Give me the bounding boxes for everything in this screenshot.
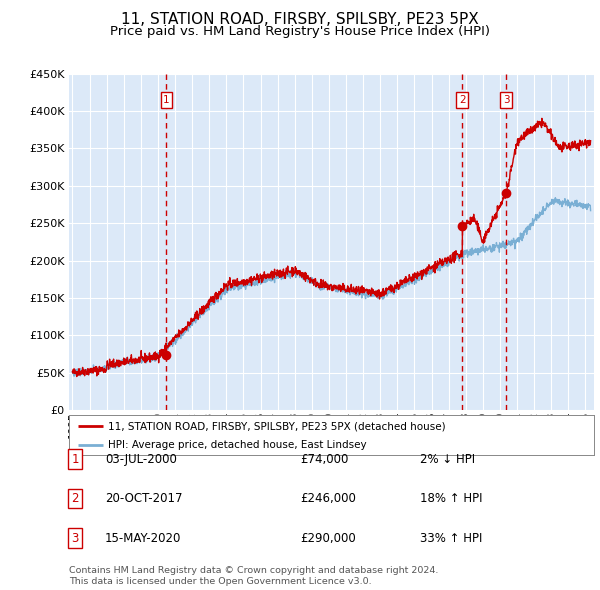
Text: 20-OCT-2017: 20-OCT-2017 <box>105 492 182 505</box>
Text: 2: 2 <box>459 95 466 105</box>
Text: £246,000: £246,000 <box>300 492 356 505</box>
Text: £74,000: £74,000 <box>300 453 349 466</box>
Text: 33% ↑ HPI: 33% ↑ HPI <box>420 532 482 545</box>
Text: This data is licensed under the Open Government Licence v3.0.: This data is licensed under the Open Gov… <box>69 577 371 586</box>
Text: 18% ↑ HPI: 18% ↑ HPI <box>420 492 482 505</box>
Text: 1: 1 <box>163 95 170 105</box>
Text: 1: 1 <box>71 453 79 466</box>
Text: Contains HM Land Registry data © Crown copyright and database right 2024.: Contains HM Land Registry data © Crown c… <box>69 566 439 575</box>
Text: 11, STATION ROAD, FIRSBY, SPILSBY, PE23 5PX: 11, STATION ROAD, FIRSBY, SPILSBY, PE23 … <box>121 12 479 27</box>
Text: £290,000: £290,000 <box>300 532 356 545</box>
Text: 03-JUL-2000: 03-JUL-2000 <box>105 453 177 466</box>
Text: Price paid vs. HM Land Registry's House Price Index (HPI): Price paid vs. HM Land Registry's House … <box>110 25 490 38</box>
Text: 15-MAY-2020: 15-MAY-2020 <box>105 532 181 545</box>
Text: 2: 2 <box>71 492 79 505</box>
Text: 2% ↓ HPI: 2% ↓ HPI <box>420 453 475 466</box>
Text: 11, STATION ROAD, FIRSBY, SPILSBY, PE23 5PX (detached house): 11, STATION ROAD, FIRSBY, SPILSBY, PE23 … <box>109 421 446 431</box>
Text: 3: 3 <box>503 95 509 105</box>
Text: 3: 3 <box>71 532 79 545</box>
Text: HPI: Average price, detached house, East Lindsey: HPI: Average price, detached house, East… <box>109 440 367 450</box>
